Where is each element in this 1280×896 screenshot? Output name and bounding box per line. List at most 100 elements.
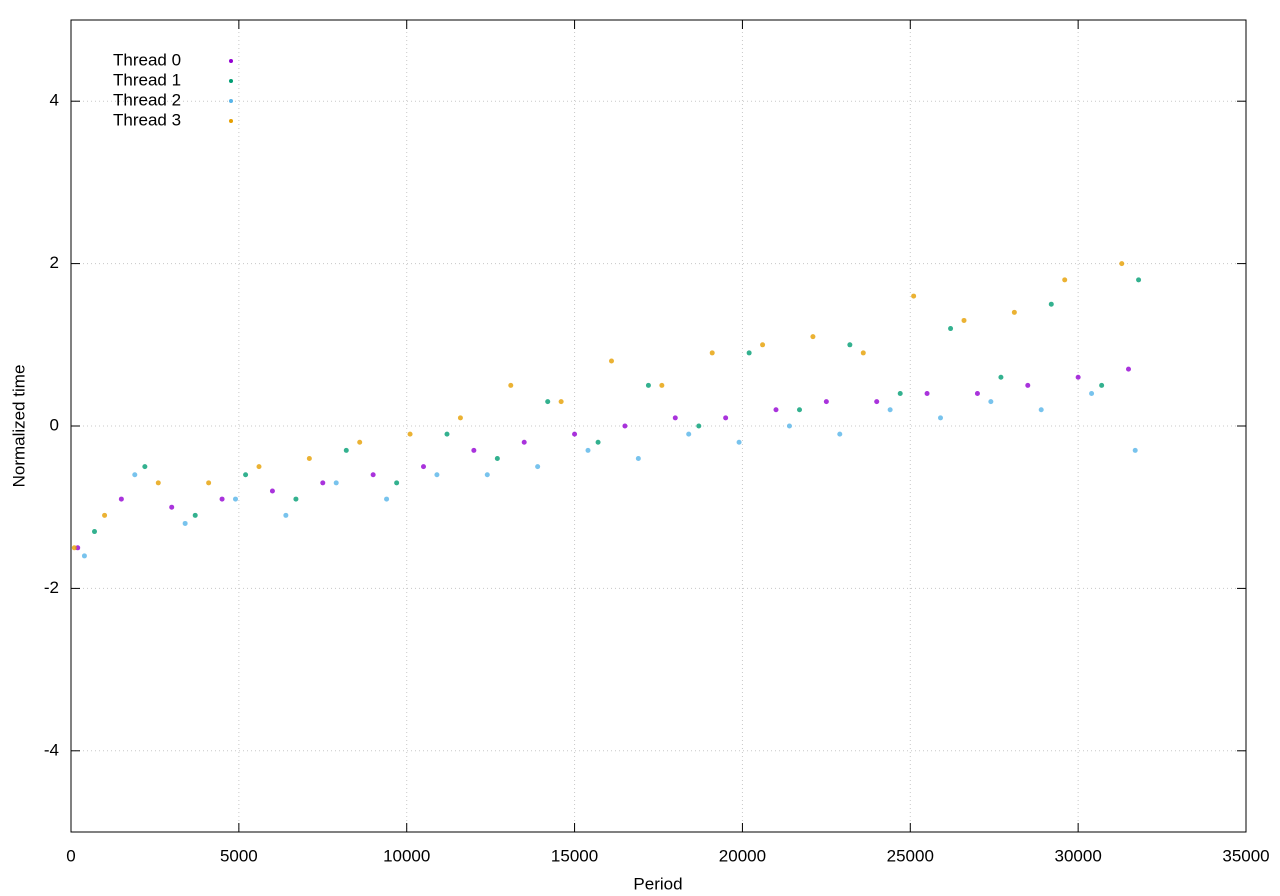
point xyxy=(609,358,614,364)
point xyxy=(736,439,742,445)
point xyxy=(911,293,917,299)
point xyxy=(233,496,238,502)
point xyxy=(118,496,124,502)
point xyxy=(434,472,440,478)
x-tick-label: 15000 xyxy=(551,846,598,865)
point xyxy=(283,512,289,518)
point xyxy=(696,423,702,429)
point xyxy=(182,520,188,526)
x-tick-label: 20000 xyxy=(719,846,766,865)
point xyxy=(1011,309,1017,315)
point xyxy=(394,480,400,486)
point xyxy=(444,431,450,437)
x-tick-label: 0 xyxy=(66,846,75,865)
y-tick-label: 2 xyxy=(50,253,59,272)
x-tick-label: 30000 xyxy=(1055,846,1102,865)
x-tick-label: 35000 xyxy=(1222,846,1269,865)
point xyxy=(494,455,500,461)
point xyxy=(1126,366,1131,372)
point xyxy=(333,480,339,486)
point xyxy=(810,334,816,340)
legend-marker xyxy=(229,119,233,123)
point xyxy=(484,472,490,478)
point xyxy=(102,512,108,518)
point xyxy=(471,447,477,453)
point xyxy=(293,496,299,502)
point xyxy=(760,342,766,348)
point xyxy=(1038,407,1044,413)
point xyxy=(132,472,138,478)
point xyxy=(169,504,175,510)
point xyxy=(961,317,967,323)
point xyxy=(535,464,541,470)
point xyxy=(1075,374,1081,380)
point xyxy=(585,447,591,453)
point xyxy=(81,553,87,559)
point xyxy=(370,472,376,478)
point xyxy=(847,342,853,348)
point xyxy=(155,480,161,486)
point xyxy=(243,472,249,478)
x-tick-label: 10000 xyxy=(383,846,430,865)
point xyxy=(357,439,363,445)
point xyxy=(773,407,779,413)
point xyxy=(746,350,752,356)
point xyxy=(558,399,564,405)
point xyxy=(723,415,729,421)
point xyxy=(823,399,829,405)
point xyxy=(988,399,994,405)
point xyxy=(938,415,943,421)
x-axis-label: Period xyxy=(633,874,682,893)
point xyxy=(306,455,312,461)
y-tick-label: -2 xyxy=(44,578,59,597)
point xyxy=(797,407,802,413)
plot-border xyxy=(70,19,1247,833)
point xyxy=(622,423,628,429)
point xyxy=(572,431,578,437)
point xyxy=(1089,391,1095,397)
point xyxy=(320,480,326,486)
point xyxy=(1132,447,1138,453)
point xyxy=(407,431,413,437)
point xyxy=(1119,261,1125,267)
point xyxy=(421,464,426,470)
point xyxy=(645,382,651,388)
legend-marker xyxy=(229,59,233,63)
point xyxy=(384,496,390,502)
point xyxy=(887,407,893,413)
legend-label: Thread 2 xyxy=(113,90,181,109)
point xyxy=(71,545,77,551)
point xyxy=(659,382,665,388)
point xyxy=(924,391,930,397)
point xyxy=(635,455,641,461)
legend-label: Thread 0 xyxy=(113,50,181,69)
point xyxy=(343,447,349,453)
x-tick-label: 25000 xyxy=(887,846,934,865)
point xyxy=(686,431,692,437)
point xyxy=(874,399,880,405)
point xyxy=(974,391,980,397)
point xyxy=(192,512,198,518)
point xyxy=(948,326,954,332)
point xyxy=(1062,277,1068,283)
y-tick-label: 0 xyxy=(50,415,59,434)
point xyxy=(1025,382,1031,388)
point xyxy=(837,431,843,437)
legend-marker xyxy=(229,79,233,83)
point xyxy=(219,496,225,502)
point xyxy=(142,464,148,470)
legend-label: Thread 1 xyxy=(113,70,181,89)
point xyxy=(998,374,1004,380)
legend-label: Thread 3 xyxy=(113,110,181,129)
point xyxy=(206,480,212,486)
point xyxy=(1048,301,1054,307)
point xyxy=(1099,382,1105,388)
y-axis-label: Normalized time xyxy=(9,365,28,488)
point xyxy=(545,399,551,405)
point xyxy=(595,439,601,445)
point xyxy=(92,529,97,535)
y-tick-label: 4 xyxy=(50,91,59,110)
point xyxy=(256,464,262,470)
point xyxy=(269,488,275,494)
